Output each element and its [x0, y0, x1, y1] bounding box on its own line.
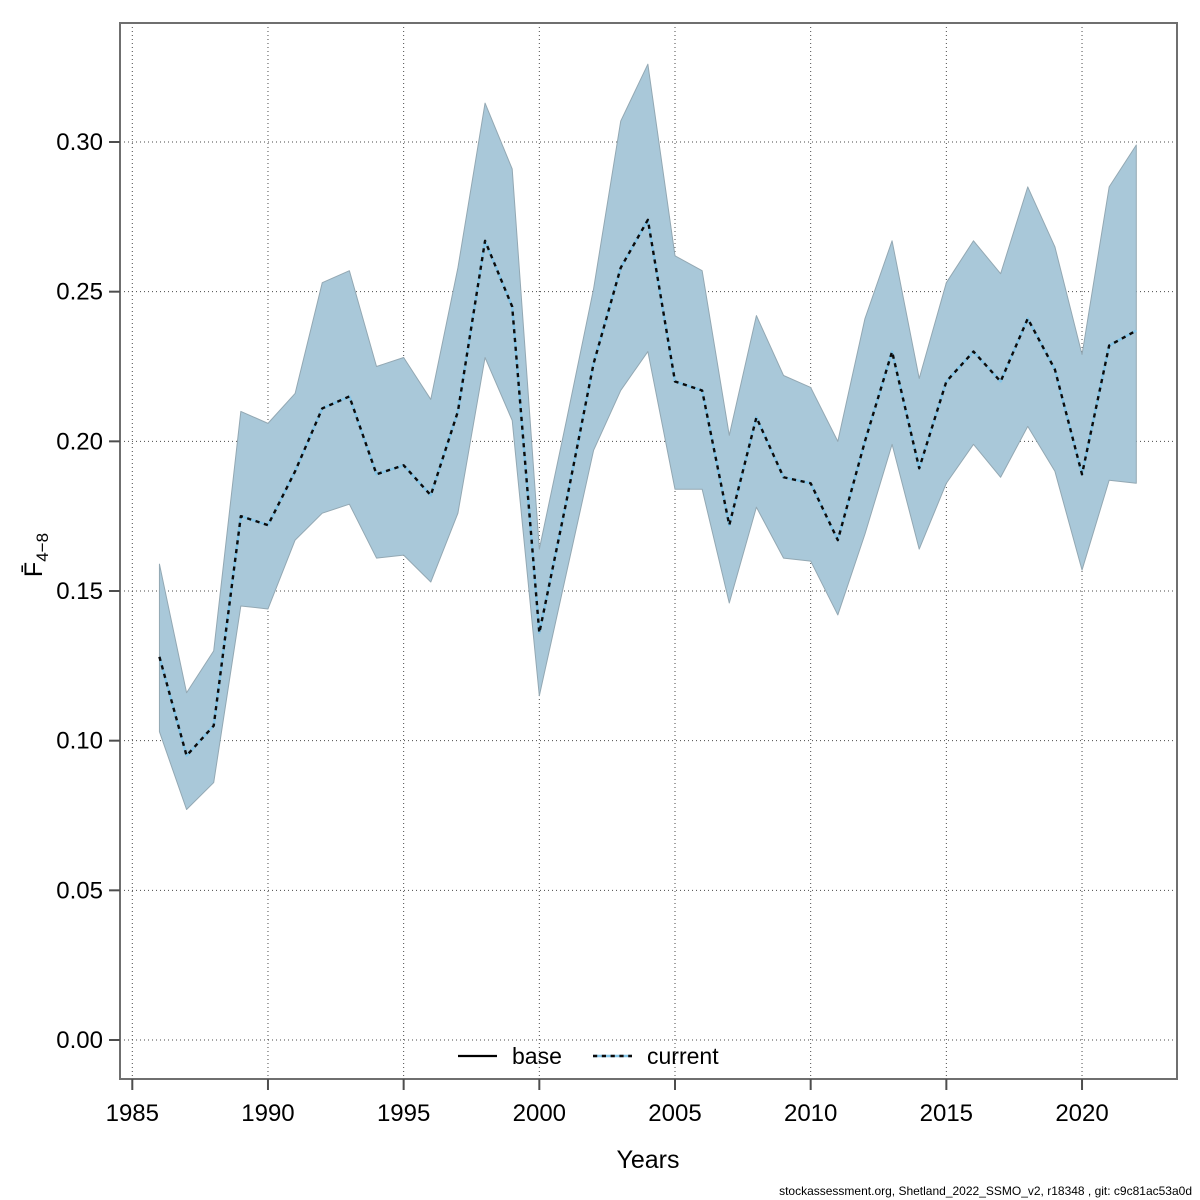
box-group	[119, 22, 1178, 1080]
y-axis-title-main: F̄	[20, 562, 48, 577]
x-axis: 1985 1990 1995 2000 2005 2010 2015 2020	[106, 1079, 1109, 1127]
y-axis-tick-label: 0.30	[56, 129, 103, 156]
y-axis-tick-label: 0.10	[56, 728, 103, 755]
x-axis-title: Years	[616, 1146, 679, 1174]
legend-base-label: base	[512, 1043, 562, 1069]
y-axis: 0.00 0.05 0.10 0.15 0.20 0.25 0.30	[56, 129, 120, 1054]
x-axis-tick-label: 2005	[648, 1100, 701, 1127]
confidence-band	[158, 63, 1137, 811]
line-group	[158, 218, 1137, 757]
y-axis-tick-label: 0.00	[56, 1027, 103, 1054]
legend-current-label: current	[647, 1043, 719, 1069]
x-axis-tick-label: 2020	[1055, 1100, 1108, 1127]
x-axis-tick-label: 1985	[106, 1100, 159, 1127]
current-line	[158, 218, 1137, 757]
y-axis-tick-label: 0.15	[56, 578, 103, 605]
y-axis-tick-label: 0.25	[56, 279, 103, 306]
x-axis-tick-label: 2015	[920, 1100, 973, 1127]
x-axis-tick-label: 2000	[513, 1100, 566, 1127]
legend: base current	[458, 1043, 719, 1069]
y-axis-title-subscript: 4−8	[33, 533, 52, 562]
band-group	[158, 63, 1137, 811]
y-axis-tick-label: 0.20	[56, 428, 103, 455]
footer-text: stockassessment.org, Shetland_2022_SSMO_…	[779, 1184, 1192, 1198]
x-axis-tick-label: 1990	[241, 1100, 294, 1127]
y-axis-tick-label: 0.05	[56, 877, 103, 904]
y-axis-title: F̄4−8	[20, 533, 52, 577]
plot-border	[119, 22, 1178, 1080]
x-axis-tick-label: 2010	[784, 1100, 837, 1127]
x-axis-tick-label: 1995	[377, 1100, 430, 1127]
